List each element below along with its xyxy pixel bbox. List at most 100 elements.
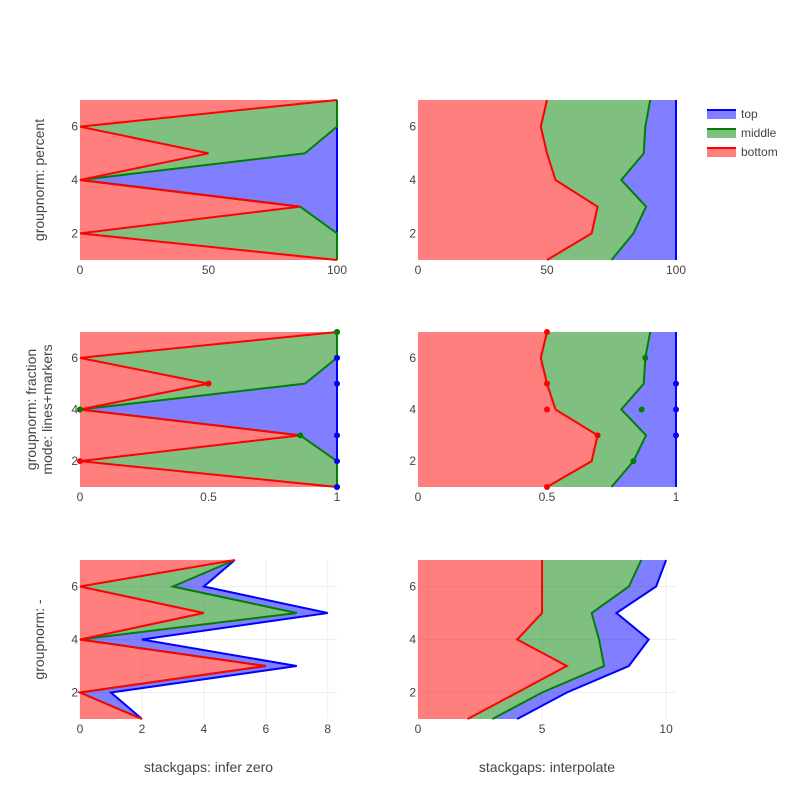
area-bottom (418, 560, 567, 719)
x-tick-label: 5 (539, 722, 546, 736)
panel-percent-infer-zero: 0 50 100 2 4 6 (71, 99, 347, 277)
marker-bottom (594, 432, 601, 439)
y-tick-label: 6 (409, 120, 416, 134)
line-middle (610, 99, 652, 261)
y-tick-label: 6 (409, 580, 416, 594)
marker-middle (638, 406, 645, 413)
marker-bottom (544, 329, 550, 335)
marker-bottom (544, 380, 550, 387)
marker-top (673, 380, 679, 387)
area-top (80, 332, 337, 487)
x-axis-title: stackgaps: infer zero (144, 759, 273, 775)
y-axis-title: groupnorm: fraction (23, 349, 39, 470)
area-middle (540, 332, 651, 487)
x-tick-label: 0 (77, 263, 84, 277)
area-bottom (80, 560, 266, 719)
marker-middle (630, 458, 637, 465)
marker-bottom (77, 458, 83, 465)
y-tick-label: 2 (409, 686, 416, 700)
panel-fraction-interpolate: 0 0.5 1 2 4 6 (409, 329, 680, 504)
area-bottom (418, 332, 598, 487)
x-tick-label: 100 (666, 263, 686, 277)
x-tick-label: 0.5 (200, 490, 217, 504)
y-tick-label: 6 (71, 580, 78, 594)
y-tick-label: 2 (71, 686, 78, 700)
y-axis-title: mode: lines+markers (39, 344, 55, 474)
line-bottom (76, 559, 266, 720)
legend: top middle bottom (707, 107, 778, 159)
line-top (108, 559, 328, 720)
x-tick-label: 2 (139, 722, 146, 736)
legend-swatch-bottom (707, 147, 736, 157)
line-bottom (539, 99, 599, 261)
legend-label-bottom: bottom (741, 145, 778, 159)
y-tick-label: 6 (409, 351, 416, 365)
area-top (80, 100, 337, 260)
y-tick-label: 6 (71, 120, 78, 134)
x-tick-label: 100 (327, 263, 347, 277)
legend-label-middle: middle (741, 126, 777, 140)
x-tick-label: 0 (77, 722, 84, 736)
legend-label-top: top (741, 107, 758, 121)
y-tick-label: 2 (409, 226, 416, 240)
panel-percent-interpolate: 0 50 100 2 4 6 (409, 99, 686, 277)
area-middle (540, 100, 651, 260)
y-tick-label: 4 (409, 403, 416, 417)
x-tick-label: 50 (540, 263, 554, 277)
x-axis-title: stackgaps: interpolate (479, 759, 615, 775)
x-tick-label: 0 (415, 490, 422, 504)
line-bottom (79, 99, 338, 261)
marker-top (334, 432, 340, 439)
x-tick-label: 0 (415, 722, 422, 736)
legend-swatch-top (707, 109, 736, 119)
x-tick-label: 1 (334, 490, 341, 504)
area-bottom (418, 100, 598, 260)
x-tick-label: 6 (262, 722, 269, 736)
marker-bottom (205, 380, 212, 387)
area-middle (80, 560, 297, 719)
marker-top (334, 484, 340, 490)
marker-top (334, 458, 340, 465)
marker-middle (297, 432, 304, 439)
line-bottom (539, 331, 599, 488)
area-top (611, 100, 676, 260)
panel-none-interpolate: 0 5 10 2 4 6 (409, 559, 676, 736)
x-tick-label: 0 (77, 490, 84, 504)
y-tick-label: 2 (71, 454, 78, 468)
x-tick-label: 0 (415, 263, 422, 277)
marker-top (673, 432, 679, 439)
x-tick-label: 8 (324, 722, 331, 736)
y-tick-label: 4 (409, 173, 416, 187)
y-tick-label: 4 (71, 403, 78, 417)
line-top (516, 559, 668, 720)
marker-bottom (544, 406, 550, 413)
area-top (492, 560, 667, 719)
marker-top (334, 354, 340, 361)
area-middle (80, 100, 337, 260)
y-tick-label: 2 (71, 226, 78, 240)
line-middle (491, 559, 643, 720)
y-tick-label: 4 (71, 173, 78, 187)
y-axis-title: groupnorm: percent (31, 119, 47, 241)
area-middle (467, 560, 642, 719)
legend-swatch-middle (707, 128, 736, 138)
x-tick-label: 50 (202, 263, 216, 277)
x-tick-label: 4 (201, 722, 208, 736)
y-tick-label: 6 (71, 351, 78, 365)
panel-fraction-infer-zero: 0 0.5 1 2 4 6 (71, 329, 341, 504)
y-tick-label: 4 (71, 633, 78, 647)
marker-middle (642, 354, 649, 361)
y-tick-label: 4 (409, 633, 416, 647)
x-tick-label: 10 (659, 722, 673, 736)
y-tick-label: 2 (409, 454, 416, 468)
marker-middle (77, 406, 83, 413)
marker-top (673, 406, 679, 413)
marker-bottom (544, 484, 550, 490)
line-bottom (467, 560, 569, 720)
marker-middle (334, 329, 340, 335)
x-tick-label: 0.5 (539, 490, 556, 504)
marker-top (334, 380, 340, 387)
y-axis-title: groupnorm: - (31, 599, 47, 679)
